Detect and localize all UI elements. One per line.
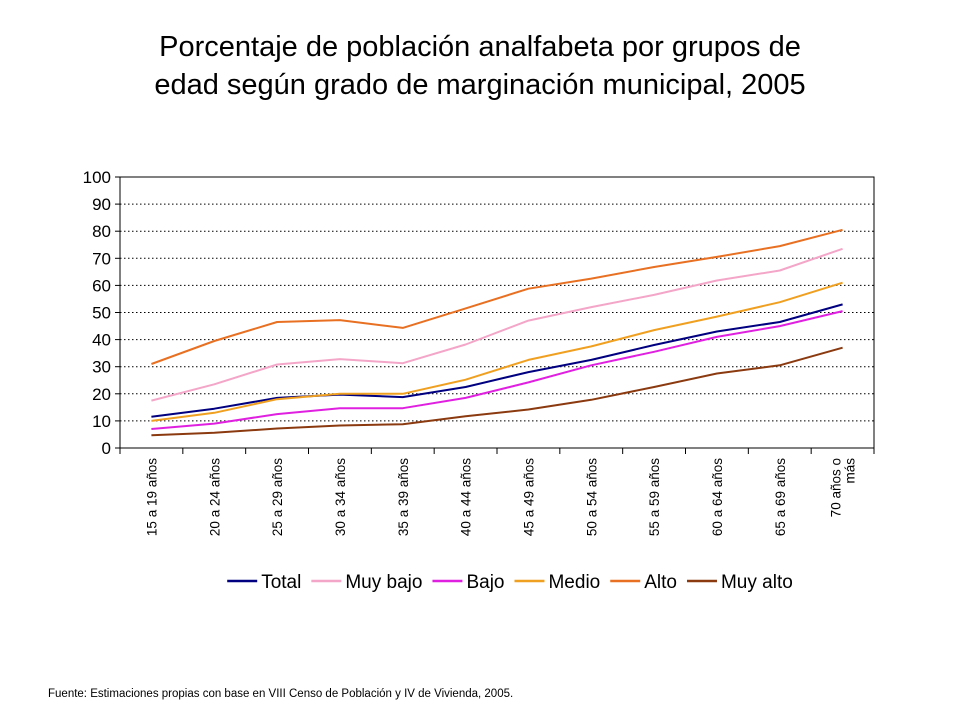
y-tick-label: 100 [83, 168, 111, 187]
line-chart: 0 10 20 30 40 50 60 70 80 90 100 15 a 19 años 20 a 2… [83, 168, 875, 593]
x-tick-label: 20 a 24 años [207, 458, 222, 536]
legend-label-bajo: Bajo [466, 572, 504, 593]
x-tick-label: 45 a 49 años [521, 458, 536, 536]
x-tick-label: 65 a 69 años [773, 458, 788, 536]
legend-label-alto: Alto [644, 572, 677, 593]
y-tick-label: 90 [92, 195, 111, 214]
x-tick-label: 30 a 34 años [333, 458, 348, 536]
x-tick-label: 40 a 44 años [459, 458, 474, 536]
y-tick-label: 80 [92, 222, 111, 241]
title-line-1: Porcentaje de población analfabeta por g… [159, 31, 801, 63]
x-tick-label: 35 a 39 años [396, 458, 411, 536]
y-tick-label: 60 [92, 276, 111, 295]
legend-label-muy-alto: Muy alto [721, 572, 793, 593]
y-tick-label: 70 [92, 249, 111, 268]
title-line-2: edad según grado de marginación municipa… [154, 69, 806, 101]
series-line-muy-bajo [151, 247, 843, 402]
series-line-alto [151, 228, 843, 365]
series-line-bajo [151, 310, 843, 430]
x-tick-label: 25 a 29 años [270, 458, 285, 536]
source-note: Fuente: Estimaciones propias con base en… [48, 688, 514, 700]
y-tick-label: 10 [92, 412, 111, 431]
y-tick-label: 40 [92, 331, 111, 350]
x-tick-label: 15 a 19 años [144, 458, 159, 536]
series-line-medio [151, 281, 843, 422]
y-tick-label: 50 [92, 304, 111, 323]
y-tick-label: 0 [102, 439, 111, 458]
y-tick-label: 30 [92, 358, 111, 377]
legend-label-medio: Medio [548, 572, 600, 593]
legend-label-total: Total [261, 572, 301, 593]
x-tick-label: 70 años omás [829, 458, 858, 518]
x-tick-label: 50 a 54 años [584, 458, 599, 536]
x-tick-label: 60 a 64 años [710, 458, 725, 536]
chart-title: Porcentaje de población analfabeta por g… [60, 28, 900, 104]
y-tick-label: 20 [92, 385, 111, 404]
series-line-total [151, 303, 843, 418]
legend-label-muy-bajo: Muy bajo [345, 572, 422, 593]
x-tick-label: 55 a 59 años [647, 458, 662, 536]
series-line-muy-alto [151, 346, 843, 437]
